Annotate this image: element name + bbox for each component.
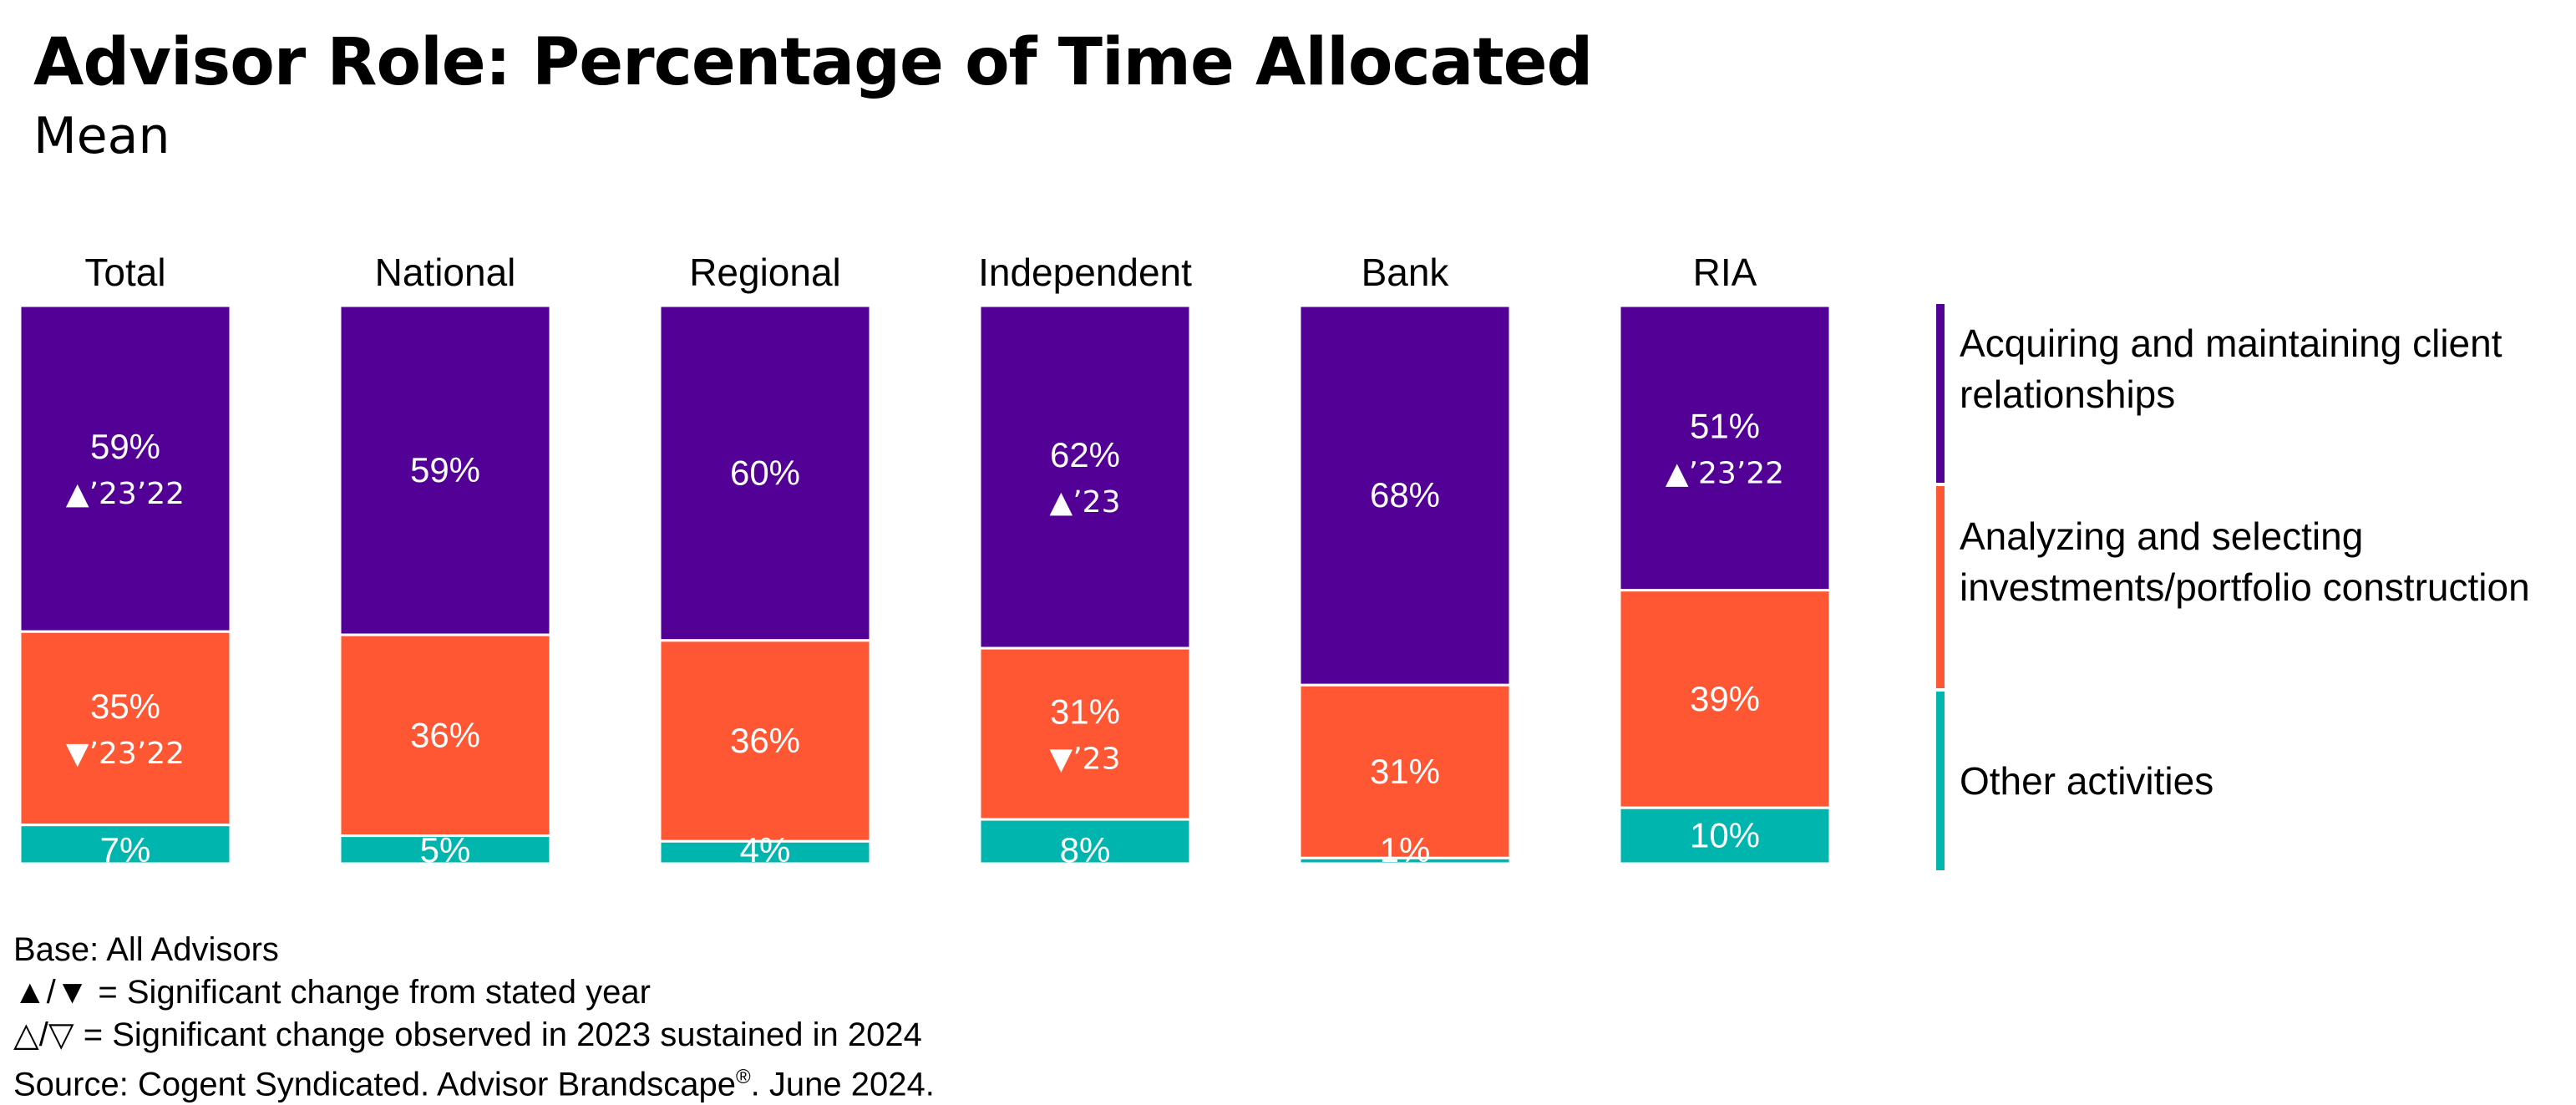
source-date: . June 2024. [750, 1066, 935, 1103]
bar-national-acquiring [338, 304, 552, 636]
footnote-significant: ▲/▼ = Significant change from stated yea… [13, 974, 651, 1011]
bar-national-analyzing [338, 633, 552, 838]
category-label-regional: Regional [689, 251, 841, 294]
significance-annotation: ▲’23 [1050, 485, 1121, 520]
significance-annotation: ▼’23 [1050, 743, 1121, 777]
footnote-base: Base: All Advisors [13, 931, 279, 968]
bar-independent-analyzing [978, 646, 1192, 821]
category-label-independent: Independent [978, 251, 1192, 294]
bar-ria-analyzing [1618, 589, 1832, 809]
data-label: 1% [1380, 830, 1431, 869]
legend-label-other: Other activities [1960, 759, 2214, 803]
bar-total-acquiring [18, 304, 232, 633]
legend-swatch-other [1936, 692, 1945, 870]
data-label: 4% [740, 830, 791, 869]
data-label: 10% [1690, 816, 1760, 855]
data-label: 68% [1370, 475, 1440, 514]
bar-regional-analyzing [658, 639, 872, 843]
data-label: 7% [100, 830, 151, 869]
bar-total-other [18, 824, 232, 865]
data-label: 36% [730, 721, 800, 760]
bar-regional-other [658, 839, 872, 865]
data-label: 31% [1050, 692, 1120, 732]
bar-total-analyzing [18, 630, 232, 827]
chart-title: Advisor Role: Percentage of Time Allocat… [33, 25, 1593, 100]
significance-annotation: ▼’23’22 [66, 737, 185, 771]
legend-swatch-analyzing [1936, 486, 1945, 688]
data-label: 35% [90, 687, 160, 726]
data-label: 39% [1690, 679, 1760, 718]
category-label-national: National [375, 251, 516, 294]
category-label-total: Total [84, 251, 165, 294]
bar-national-other [338, 834, 552, 865]
bar-bank-acquiring [1298, 304, 1512, 687]
data-label: 8% [1060, 830, 1111, 869]
bar-bank-other [1298, 856, 1512, 865]
data-label: 60% [730, 453, 800, 492]
data-label: 5% [420, 830, 471, 869]
footnote-sustained: △/▽ = Significant change observed in 202… [13, 1016, 922, 1053]
data-label: 59% [410, 450, 480, 489]
bar-ria-other [1618, 806, 1832, 865]
legend-label-acquiring: Acquiring and maintaining client relatio… [1960, 322, 2502, 416]
legend-label-analyzing: Analyzing and selecting investments/port… [1960, 514, 2530, 609]
significance-annotation: ▲’23’22 [1666, 456, 1784, 490]
significance-annotation: ▲’23’22 [66, 477, 185, 511]
bar-regional-acquiring [658, 304, 872, 642]
registered-mark: ® [735, 1066, 751, 1088]
data-label: 59% [90, 427, 160, 466]
chart-subtitle: Mean [33, 107, 170, 165]
data-label: 31% [1370, 752, 1440, 791]
data-label: 51% [1690, 406, 1760, 445]
footnote-source: Source: Cogent Syndicated. Advisor Brand… [13, 1057, 935, 1105]
bar-independent-acquiring [978, 304, 1192, 650]
legend-swatch-acquiring [1936, 304, 1945, 483]
bar-ria-acquiring [1618, 304, 1832, 592]
source-text: Source: Cogent Syndicated. Advisor Brand… [13, 1066, 736, 1103]
category-label-bank: Bank [1362, 251, 1450, 294]
category-label-ria: RIA [1693, 251, 1757, 294]
data-label: 36% [410, 715, 480, 754]
bar-independent-other [978, 818, 1192, 865]
data-label: 62% [1050, 435, 1120, 474]
